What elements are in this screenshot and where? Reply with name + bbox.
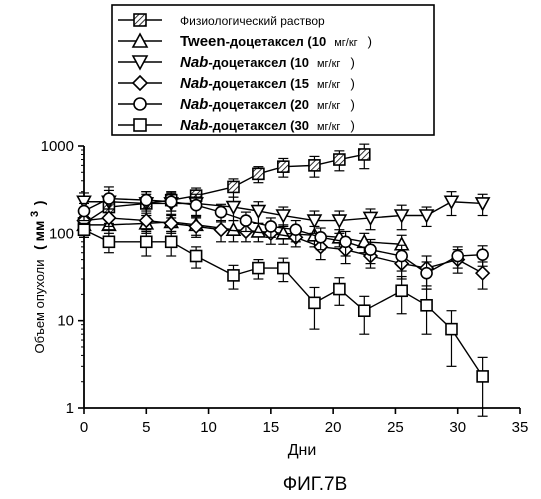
data-point [309,297,320,308]
data-point [253,168,264,179]
legend-marker [134,98,146,110]
legend-label-close: ) [350,118,354,133]
x-axis-ticks: 0 5 10 15 20 25 30 35 [80,408,529,436]
series-layer [78,144,490,416]
data-point [141,236,152,247]
data-point [334,284,345,295]
data-point [365,244,376,255]
y-axis-title-unit-sup: 3 [29,211,41,217]
x-tick-label: 35 [512,419,529,436]
y-axis-title: Объем опухоли ( мм 3 ) [26,201,47,354]
legend-label-unit: мг/кг [317,121,340,133]
data-point [228,181,239,192]
data-point [103,236,114,247]
data-point [215,223,228,236]
svg-text:Объем опухоли ( мм: Объем опухоли ( мм 3 ) [26,201,47,354]
data-point [166,236,177,247]
legend-label-text: Физиологический раствор [180,14,325,28]
legend-label-text: -доцетаксел (15 [208,76,309,91]
legend-label-text: -доцетаксел (10 [226,34,327,49]
data-point [253,263,264,274]
legend-label-unit: мг/кг [334,37,357,49]
x-tick-label: 20 [325,419,342,436]
data-point [477,371,488,382]
x-tick-label: 5 [142,419,150,436]
series-6 [79,223,489,416]
y-axis-title-unit: ( мм [31,221,47,250]
y-tick-label: 1000 [41,138,74,155]
legend-label-unit: мг/кг [317,100,340,112]
legend-label-text: -доцетаксел (20 [208,97,309,112]
data-point [216,207,227,218]
series-1 [79,144,370,237]
legend-label-close: ) [350,55,354,70]
data-point [102,211,115,224]
legend-label-close: ) [368,34,372,49]
y-tick-label: 10 [57,313,74,330]
legend-label-unit: мг/кг [317,79,340,91]
data-point [446,324,457,335]
data-point [79,224,90,235]
x-tick-label: 0 [80,419,88,436]
data-point [396,251,407,262]
data-point [278,161,289,172]
legend-label-unit: мг/кг [317,58,340,70]
data-point [309,160,320,171]
data-point [396,285,407,296]
plot-area: 0 5 10 15 20 25 30 35 1 10 100 1000 [41,138,529,436]
legend-label-bold: Nab [180,117,208,134]
x-tick-label: 10 [200,419,217,436]
legend-label-text: -доцетаксел (10 [208,55,309,70]
x-tick-label: 30 [449,419,466,436]
data-point [421,268,432,279]
figure-caption: ФИГ.7B [283,474,348,495]
legend-marker [134,14,146,26]
data-point [278,263,289,274]
error-bar [446,311,456,367]
data-point [228,270,239,281]
data-point [141,195,152,206]
legend: Физиологический растворTween-доцетаксел … [112,5,434,135]
data-point [191,251,202,262]
data-point [452,251,463,262]
data-point [421,300,432,311]
x-axis-title: Дни [288,442,317,459]
x-tick-label: 25 [387,419,404,436]
data-point [79,206,90,217]
legend-label: Физиологический раствор [180,14,325,28]
data-point [166,196,177,207]
legend-label-close: ) [350,97,354,112]
error-bar [422,289,432,334]
legend-label-close: ) [350,76,354,91]
data-point [290,224,301,235]
legend-label-bold: Nab [180,96,208,113]
data-point [476,267,489,280]
axes [84,146,520,408]
data-point [359,149,370,160]
data-point [476,198,489,210]
data-point [477,249,488,260]
y-axis-title-text: Объем опухоли [32,259,47,353]
y-tick-label: 100 [49,225,74,242]
legend-label-bold: Tween [180,33,226,50]
y-axis-ticks: 1 10 100 1000 [41,138,84,417]
legend-label-bold: Nab [180,75,208,92]
data-point [191,200,202,211]
y-axis-title-unit-close: ) [31,201,47,206]
data-point [359,305,370,316]
legend-label-text: -доцетаксел (30 [208,118,309,133]
x-tick-label: 15 [263,419,280,436]
data-point [315,232,326,243]
data-point [265,221,276,232]
data-point [340,236,351,247]
data-point [334,154,345,165]
y-tick-label: 1 [66,400,74,417]
data-point [103,193,114,204]
series-3 [78,187,490,233]
legend-label-bold: Nab [180,54,208,71]
legend-marker [134,119,146,131]
data-point [240,215,251,226]
